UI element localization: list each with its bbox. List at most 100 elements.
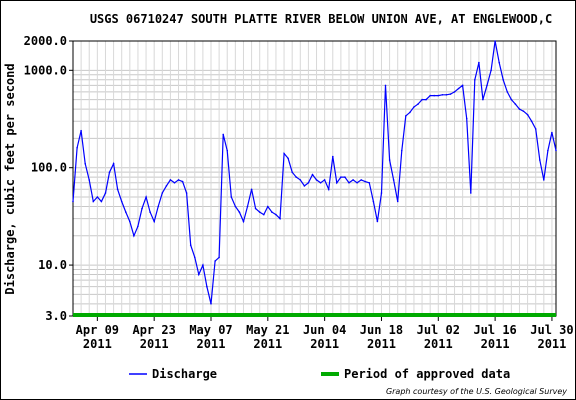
- discharge-point: [526, 113, 529, 116]
- plot-area: [73, 41, 556, 316]
- discharge-point: [267, 205, 269, 208]
- discharge-point: [478, 61, 480, 64]
- discharge-point: [299, 179, 302, 181]
- discharge-point: [181, 180, 184, 183]
- x-tick-year-label: 2011: [481, 337, 510, 351]
- discharge-point: [250, 188, 253, 191]
- discharge-point: [494, 40, 496, 42]
- discharge-point: [336, 182, 338, 184]
- discharge-point: [518, 108, 521, 110]
- discharge-point: [332, 155, 334, 158]
- discharge-point: [384, 84, 387, 87]
- discharge-point: [76, 147, 78, 149]
- discharge-point: [352, 179, 354, 181]
- x-tick-label: May 07: [189, 323, 232, 337]
- discharge-point: [271, 211, 273, 213]
- discharge-point: [189, 244, 192, 246]
- discharge-point: [258, 211, 261, 213]
- discharge-point: [157, 205, 159, 208]
- discharge-point: [295, 176, 298, 178]
- discharge-point: [92, 200, 95, 203]
- x-tick-label: Jul 16: [473, 323, 516, 337]
- discharge-point: [100, 200, 103, 203]
- discharge-point: [555, 149, 557, 152]
- discharge-point: [457, 87, 460, 90]
- discharge-point: [348, 182, 350, 184]
- discharge-point: [364, 180, 367, 183]
- discharge-point: [145, 196, 147, 198]
- discharge-point: [323, 179, 326, 181]
- legend-approved-label: Period of approved data: [344, 367, 510, 381]
- discharge-point: [279, 217, 281, 220]
- discharge-point: [246, 205, 249, 208]
- discharge-point: [502, 79, 505, 81]
- discharge-point: [72, 200, 74, 203]
- discharge-point: [356, 182, 358, 184]
- discharge-point: [218, 256, 220, 259]
- series-layer: [72, 40, 557, 317]
- x-tick-year-label: 2011: [367, 337, 396, 351]
- discharge-point: [263, 213, 265, 216]
- discharge-point: [409, 111, 411, 114]
- x-tick-year-label: 2011: [424, 337, 453, 351]
- legend: Discharge Period of approved data: [129, 367, 510, 381]
- discharge-point: [413, 106, 415, 108]
- x-tick-label: May 21: [246, 323, 289, 337]
- discharge-point: [242, 220, 245, 223]
- discharge-point: [340, 176, 342, 178]
- discharge-point: [506, 91, 509, 93]
- discharge-point: [388, 159, 391, 161]
- x-tick-year-label: 2011: [537, 337, 566, 351]
- y-tick-label: 100.0: [31, 161, 67, 175]
- discharge-point: [425, 98, 427, 101]
- discharge-point: [234, 205, 237, 208]
- discharge-point: [441, 94, 444, 96]
- discharge-point: [530, 120, 533, 122]
- discharge-point: [125, 211, 127, 213]
- discharge-point: [238, 211, 241, 213]
- discharge-point: [287, 157, 289, 160]
- x-tick-year-label: 2011: [253, 337, 282, 351]
- discharge-point: [311, 173, 314, 176]
- discharge-point: [372, 200, 375, 203]
- discharge-point: [153, 220, 155, 223]
- discharge-point: [449, 93, 452, 95]
- discharge-point: [534, 128, 537, 130]
- discharge-point: [551, 131, 553, 134]
- discharge-point: [327, 188, 330, 191]
- grid: [72, 40, 557, 317]
- x-tick-label: Apr 23: [132, 323, 175, 337]
- x-tick-label: Jul 30: [530, 323, 573, 337]
- discharge-point: [198, 273, 200, 276]
- discharge-point: [543, 179, 545, 181]
- discharge-point: [291, 171, 294, 173]
- x-tick-year-label: 2011: [310, 337, 339, 351]
- discharge-point: [88, 179, 90, 181]
- discharge-point: [214, 260, 216, 262]
- discharge-point: [539, 159, 541, 161]
- discharge-point: [169, 179, 172, 181]
- discharge-point: [470, 192, 472, 194]
- discharge-point: [514, 103, 517, 105]
- discharge-point: [486, 84, 488, 87]
- discharge-point: [141, 207, 143, 210]
- discharge-point: [437, 94, 440, 97]
- discharge-point: [96, 196, 99, 198]
- discharge-point: [226, 149, 228, 152]
- discharge-point: [319, 182, 322, 184]
- discharge-point: [376, 220, 379, 223]
- y-tick-label: 1000.0: [24, 63, 67, 77]
- discharge-point: [315, 179, 318, 181]
- legend-discharge-label: Discharge: [152, 367, 217, 381]
- discharge-point: [116, 188, 119, 191]
- discharge-point: [360, 179, 363, 181]
- discharge-point: [112, 162, 115, 165]
- discharge-point: [254, 207, 257, 210]
- credit-text: Graph courtesy of the U.S. Geological Su…: [386, 387, 567, 396]
- discharge-point: [392, 179, 395, 181]
- x-tick-year-label: 2011: [197, 337, 226, 351]
- chart-title: USGS 06710247 SOUTH PLATTE RIVER BELOW U…: [90, 12, 552, 26]
